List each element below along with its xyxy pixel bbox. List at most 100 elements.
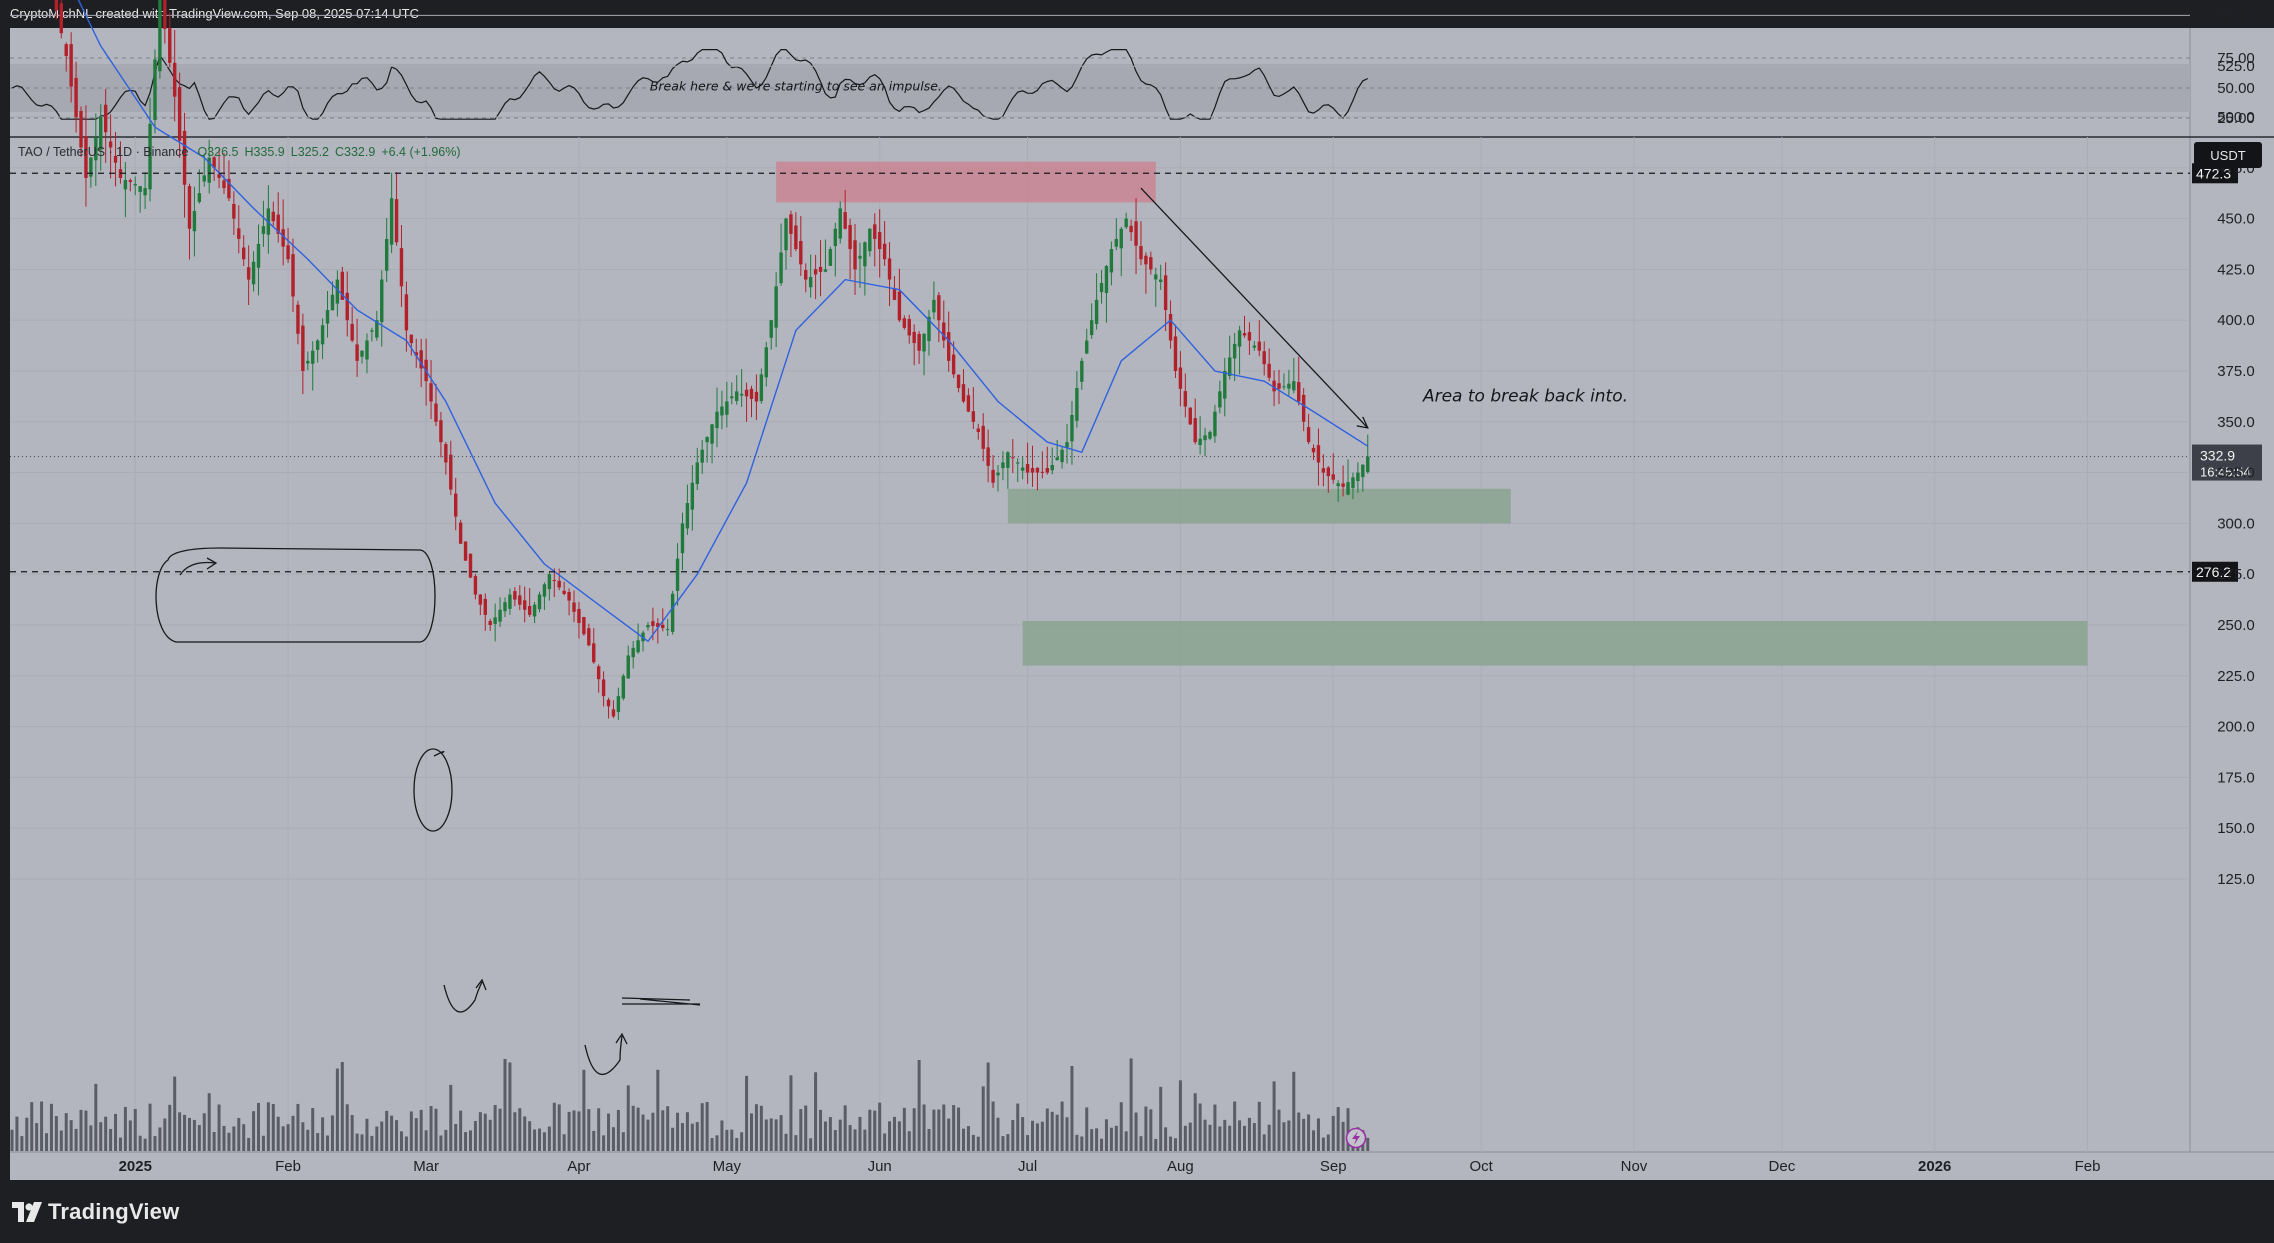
volume-bar xyxy=(966,1126,970,1151)
candle xyxy=(527,606,532,615)
volume-bar xyxy=(503,1058,507,1151)
volume-bar xyxy=(917,1059,921,1151)
volume-bar xyxy=(429,1106,433,1151)
candle xyxy=(1119,228,1123,249)
volume-bar xyxy=(661,1110,665,1151)
price-axis-panel[interactable] xyxy=(2190,28,2274,1182)
candle xyxy=(1237,330,1242,347)
candle xyxy=(705,437,709,443)
price-axis[interactable]: 125.0 150.0 175.0 200.0 225.0 250.0 275.0 300.0… xyxy=(2217,0,2255,888)
volume-bar xyxy=(1312,1130,1316,1151)
candle xyxy=(887,258,892,280)
volume-bar xyxy=(1247,1117,1251,1151)
volume-bar xyxy=(621,1132,625,1151)
chart-annotation: Break here & we're starting to see an im… xyxy=(650,79,942,94)
volume-bar xyxy=(345,1104,349,1151)
time-tick-label: Dec xyxy=(1769,1158,1796,1175)
volume-bar xyxy=(597,1108,601,1151)
candle xyxy=(212,157,216,168)
candle xyxy=(163,0,167,29)
volume-bar xyxy=(745,1075,749,1151)
volume-bar xyxy=(20,1136,24,1151)
volume-bar xyxy=(133,1108,137,1151)
candle xyxy=(858,255,862,259)
volume-bar xyxy=(754,1104,758,1151)
volume-bar xyxy=(1193,1093,1197,1151)
volume-bar xyxy=(705,1101,709,1151)
candle xyxy=(1277,383,1281,389)
candle xyxy=(1218,391,1222,408)
candle xyxy=(873,224,877,239)
price-tick-label: 425.0 xyxy=(2217,261,2255,278)
volume-bar xyxy=(89,1125,93,1151)
candle xyxy=(1262,351,1266,365)
trendline-arrowhead xyxy=(1356,416,1369,429)
candle xyxy=(562,590,566,595)
candle xyxy=(892,288,897,300)
candle xyxy=(1321,468,1326,473)
candle xyxy=(232,203,236,219)
candle xyxy=(207,157,211,183)
candle xyxy=(961,384,966,402)
volume-bar xyxy=(286,1124,290,1151)
hand-drawn-arrow xyxy=(621,997,701,1006)
candle xyxy=(799,240,803,265)
volume-bar xyxy=(1040,1121,1044,1151)
volume-bar xyxy=(750,1113,753,1151)
volume-bar xyxy=(1050,1111,1054,1151)
symbol-info: TAO / TetherUS · 1D · Binance O326.5 H335.… xyxy=(18,145,461,159)
volume-bar xyxy=(680,1123,684,1151)
horizontal-lines: 472.3 276.2 332.916:45:54 xyxy=(10,163,2262,582)
volume-bar xyxy=(1346,1108,1350,1151)
candle xyxy=(606,699,611,707)
rsi-pane[interactable]: 25.00 50.00 75.00 xyxy=(10,48,2255,127)
volume-bar xyxy=(114,1113,118,1151)
candle xyxy=(665,629,670,631)
candle xyxy=(227,178,231,199)
volume-bar xyxy=(1139,1136,1143,1151)
volume-bar xyxy=(104,1116,108,1151)
volume-bar xyxy=(1233,1101,1237,1151)
candle xyxy=(1247,332,1252,341)
tradingview-brand[interactable]: TradingView xyxy=(12,1199,179,1225)
candle xyxy=(784,218,788,251)
candle xyxy=(868,228,872,252)
candle xyxy=(128,180,133,183)
candle xyxy=(281,229,285,247)
price-tick-label: 500.0 xyxy=(2217,109,2255,126)
candle xyxy=(1011,457,1015,459)
candle xyxy=(1356,472,1360,482)
support-zone xyxy=(1007,488,1511,524)
candle xyxy=(552,580,556,582)
volume-bar xyxy=(833,1130,837,1151)
volume-bar xyxy=(1188,1122,1192,1151)
candle xyxy=(848,225,852,250)
candle xyxy=(902,318,907,328)
chart-canvas[interactable] xyxy=(10,28,2190,1182)
candle xyxy=(439,420,443,443)
price-chart[interactable]: 25.00 50.00 75.00 Break here & we're start… xyxy=(0,0,2274,1182)
candle xyxy=(1292,381,1296,391)
candle xyxy=(197,193,202,202)
replay-lightning-icon[interactable] xyxy=(1345,1127,1367,1149)
time-axis[interactable]: 2025 Feb Mar Apr May Jun Jul Aug Sep Oct Nov Dec 202… xyxy=(119,1158,2101,1175)
candle xyxy=(399,248,404,287)
candle xyxy=(340,271,345,300)
candle xyxy=(675,558,680,591)
volume-bar xyxy=(321,1117,325,1151)
candle xyxy=(286,245,290,260)
volume-bar xyxy=(518,1108,522,1151)
candle xyxy=(1040,471,1045,473)
currency-badge[interactable] xyxy=(2194,142,2262,168)
candle xyxy=(1099,282,1104,293)
candle xyxy=(1341,483,1345,487)
volume-bar xyxy=(809,1138,813,1151)
candle xyxy=(291,254,295,297)
candle xyxy=(1183,391,1188,407)
candle xyxy=(1311,447,1316,453)
volume-bar xyxy=(1149,1109,1153,1151)
price-tick-label: 200.0 xyxy=(2217,719,2255,736)
volume-bar xyxy=(794,1135,798,1151)
candle xyxy=(1282,386,1286,388)
hand-drawn-arrow xyxy=(433,750,445,757)
